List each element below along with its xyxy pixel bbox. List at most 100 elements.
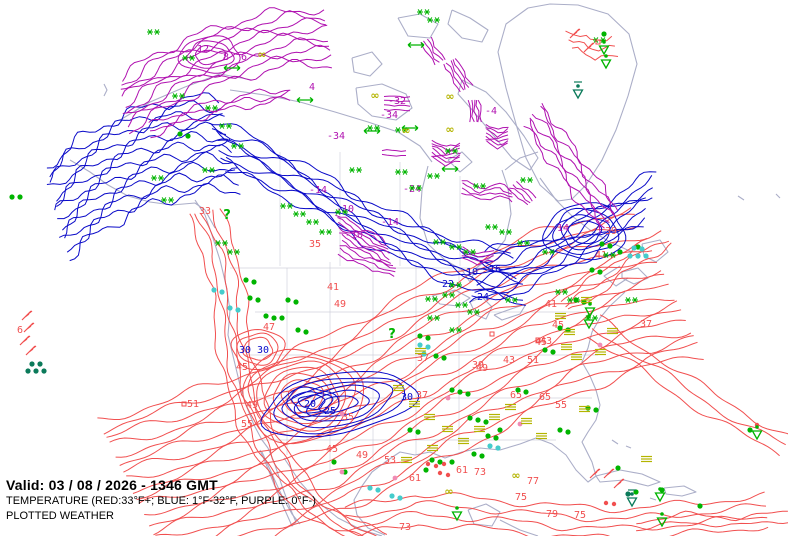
haze-dashes-symbol — [579, 405, 590, 413]
shower-triangle-green — [584, 302, 596, 318]
rain-dot-green — [593, 407, 599, 413]
contour-label: 35 — [309, 239, 321, 250]
haze-dashes-symbol — [521, 417, 532, 425]
haze-dashes-symbol — [505, 403, 516, 411]
contour-label: 41 — [545, 299, 557, 310]
plotted-weather-line: PLOTTED WEATHER — [6, 510, 114, 522]
contour-line — [56, 121, 227, 202]
haze-dashes-symbol — [641, 455, 652, 463]
station-dot-red — [437, 470, 443, 476]
wind-barb-red — [21, 310, 33, 321]
contour-line — [189, 213, 346, 536]
contour-line — [431, 151, 461, 160]
svg-text:∞: ∞ — [257, 48, 266, 61]
contour-label: -34 — [380, 110, 398, 121]
svg-text:∞: ∞ — [401, 124, 410, 137]
contour-label: -10 — [336, 204, 354, 215]
contour-label: -34 — [327, 131, 345, 142]
contour-line — [337, 221, 389, 250]
rain-dot-green — [523, 389, 529, 395]
precip-dot-cyan — [389, 493, 395, 499]
haze-dashes-symbol — [555, 312, 566, 320]
contour-line — [337, 217, 388, 247]
snow-asterisks-symbol — [463, 249, 476, 255]
haze-dashes-symbol — [424, 413, 435, 421]
rain-dot-green — [437, 459, 443, 465]
blowing-snow-arrow-symbol — [363, 128, 381, 134]
contour-line — [46, 92, 220, 169]
rain-dot-green — [255, 297, 261, 303]
snow-asterisks-symbol — [427, 173, 440, 179]
ice-fog-infinity-symbol: ∞ — [257, 48, 266, 61]
contour-line — [461, 251, 495, 258]
contour-line — [450, 60, 466, 90]
snow-asterisks-symbol — [182, 55, 195, 61]
precip-dot-cyan — [397, 495, 403, 501]
snow-asterisks-symbol — [603, 252, 616, 258]
station-square-red — [181, 401, 187, 407]
contour-line — [217, 139, 517, 280]
rain-dot-green — [285, 297, 291, 303]
contour-line — [461, 192, 513, 203]
contour-line — [150, 95, 291, 139]
precip-dot-pink — [392, 475, 398, 481]
rain-dot-green — [515, 387, 521, 393]
snow-asterisks-symbol — [161, 197, 174, 203]
precip-dot-cyan — [627, 253, 633, 259]
contour-line — [138, 298, 675, 504]
rain-dot-green — [415, 429, 421, 435]
contour-line — [122, 44, 331, 114]
contour-line — [516, 181, 537, 199]
station-square-red — [535, 337, 541, 343]
contour-label: 75 — [574, 510, 586, 521]
contour-line — [230, 328, 286, 370]
snow-asterisks-symbol — [427, 315, 440, 321]
wind-barb-red — [23, 322, 35, 333]
contour-line — [122, 7, 325, 82]
snow-asterisks-symbol — [151, 175, 164, 181]
contour-line — [586, 336, 780, 457]
contour-line — [128, 59, 333, 135]
contour-line — [177, 35, 241, 74]
contour-label: 65 — [510, 390, 522, 401]
rain-dot-green — [573, 297, 579, 303]
haze-dashes-symbol — [427, 444, 438, 452]
svg-text:∞: ∞ — [444, 485, 453, 498]
precip-dot-pink — [597, 342, 603, 348]
station-dot-red — [433, 463, 439, 469]
coastline — [595, 469, 661, 487]
shower-triangle-green — [451, 506, 463, 522]
precip-dot-pink — [339, 411, 345, 417]
coastline — [351, 51, 383, 77]
coastline — [103, 83, 781, 501]
rain-dot-green — [550, 349, 556, 355]
contour-label: 61 — [456, 465, 468, 476]
contour-line — [272, 372, 333, 419]
contour-line — [431, 145, 460, 156]
ice-fog-infinity-symbol: ∞ — [511, 469, 520, 482]
contour-line — [431, 143, 461, 151]
contour-line — [462, 182, 513, 195]
contour-line — [485, 127, 509, 134]
rain-dot-green — [17, 194, 23, 200]
wind-barb-red — [589, 468, 601, 479]
contour-line — [485, 135, 509, 143]
contour-line — [208, 122, 511, 254]
shower-triangle-green — [600, 54, 612, 70]
precip-dot-cyan — [375, 487, 381, 493]
contour-label: 49 — [356, 450, 368, 461]
rain-dot-green — [467, 415, 473, 421]
rain-dot-green — [747, 427, 753, 433]
contour-line — [225, 171, 526, 306]
blowing-snow-arrow-symbol — [223, 65, 241, 71]
haze-dashes-symbol — [607, 327, 618, 335]
contour-label: 73 — [399, 522, 411, 533]
station-square-red — [489, 331, 495, 337]
rain-dot-green — [407, 427, 413, 433]
contour-label: 35 — [342, 412, 354, 423]
contour-label: 41 — [327, 282, 339, 293]
ice-fog-infinity-symbol: ∞ — [401, 124, 410, 137]
snow-asterisks-symbol — [555, 289, 568, 295]
contour-line — [49, 111, 223, 183]
